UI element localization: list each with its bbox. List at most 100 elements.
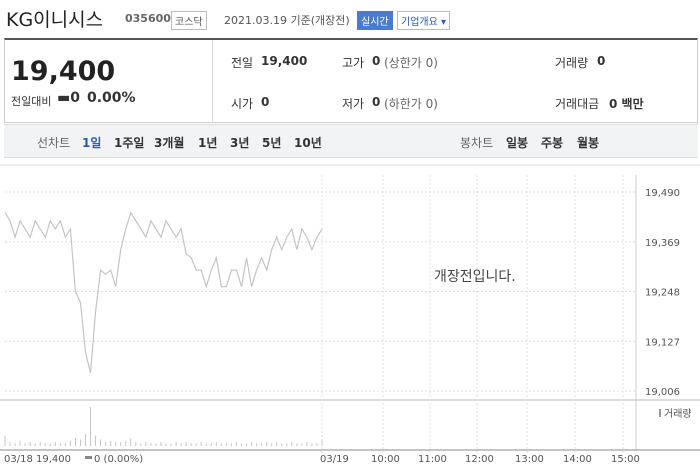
volume-bar bbox=[90, 407, 92, 446]
volume-bar bbox=[49, 443, 51, 446]
volume-bar bbox=[95, 435, 97, 446]
volume-bar bbox=[24, 443, 26, 446]
tab[interactable]: 일봉 bbox=[506, 136, 529, 150]
footer-price: 03/18 19,400 bbox=[4, 454, 71, 465]
volume-bar bbox=[59, 443, 61, 446]
footer-flat-mark bbox=[85, 456, 92, 459]
volume-bar bbox=[200, 442, 202, 446]
tab[interactable]: 1일 bbox=[82, 136, 102, 150]
volume-bar bbox=[225, 443, 227, 446]
volume-bar bbox=[316, 443, 318, 446]
stat-value: 0 bbox=[372, 54, 381, 68]
date: 2021.03.19 기준(개장전) bbox=[224, 14, 350, 27]
overview-dropdown[interactable]: 기업개요 ▾ bbox=[397, 11, 451, 30]
change-pct: 0.00% bbox=[87, 90, 136, 106]
x-tick-label: 10:00 bbox=[371, 454, 400, 465]
volume-bar bbox=[195, 443, 197, 446]
volume-bar bbox=[271, 443, 273, 446]
stat-label: 저가 bbox=[342, 97, 365, 111]
volume-bar bbox=[246, 443, 248, 446]
volume-bar bbox=[306, 442, 308, 446]
price-line bbox=[4, 211, 323, 374]
x-tick-label: 13:00 bbox=[515, 454, 544, 465]
realtime-badge[interactable]: 실시간 bbox=[357, 11, 393, 30]
volume-bar bbox=[215, 442, 217, 446]
volume-bar bbox=[110, 440, 112, 446]
stat-value: 0 bbox=[261, 95, 270, 109]
volume-bar bbox=[220, 443, 222, 446]
volume-bar bbox=[64, 443, 66, 446]
volume-bar bbox=[4, 435, 6, 446]
y-tick-label: 19,127 bbox=[645, 337, 680, 348]
volume-bar bbox=[281, 443, 283, 446]
market-badge: 코스닥 bbox=[171, 11, 207, 30]
volume-bar bbox=[180, 443, 182, 446]
volume-bar bbox=[170, 443, 172, 446]
x-tick-label: 15:00 bbox=[611, 454, 640, 465]
volume-bar bbox=[240, 443, 242, 446]
stock-name: KG이니시스 bbox=[6, 9, 104, 31]
stat-value: 0 백만 bbox=[609, 97, 644, 111]
volume-bar bbox=[205, 443, 207, 446]
volume-bar bbox=[29, 442, 31, 446]
stat-label: 고가 bbox=[342, 56, 365, 70]
overview-text: 기업개요 bbox=[401, 17, 438, 28]
volume-bar bbox=[266, 442, 268, 446]
volume-bar bbox=[155, 443, 157, 446]
change: ▬0 bbox=[57, 90, 80, 106]
volume-bar bbox=[165, 443, 167, 446]
volume-legend-mark bbox=[659, 409, 661, 417]
footer-change: 0 (0.00%) bbox=[94, 454, 143, 465]
volume-bar bbox=[125, 440, 127, 446]
stat-label: 시가 bbox=[231, 97, 254, 111]
tab-label: 선차트 bbox=[37, 136, 71, 150]
y-tick-label: 19,006 bbox=[645, 387, 680, 398]
x-tick-label: 03/19 bbox=[320, 454, 349, 465]
volume-bar bbox=[321, 439, 323, 446]
tab[interactable]: 1년 bbox=[198, 136, 218, 150]
volume-bar bbox=[14, 443, 16, 446]
volume-bar bbox=[150, 443, 152, 446]
y-tick-label: 19,490 bbox=[645, 188, 680, 199]
volume-bar bbox=[120, 442, 122, 446]
stat-value: 0 bbox=[372, 95, 381, 109]
stat-note: (하한가 0) bbox=[384, 97, 438, 111]
volume-bar bbox=[210, 443, 212, 446]
volume-bar bbox=[9, 442, 11, 446]
tab-label: 봉차트 bbox=[460, 136, 494, 150]
volume-bar bbox=[34, 443, 36, 446]
tab[interactable]: 1주일 bbox=[114, 136, 145, 150]
stat-label: 거래대금 bbox=[555, 97, 600, 111]
stat-value: 0 bbox=[597, 54, 606, 68]
volume-bar bbox=[256, 443, 258, 446]
stat-value: 19,400 bbox=[261, 54, 308, 68]
volume-bar bbox=[54, 442, 56, 446]
volume-bar bbox=[19, 440, 21, 446]
volume-bar bbox=[74, 438, 76, 446]
volume-bar bbox=[301, 443, 303, 446]
volume-bar bbox=[160, 442, 162, 446]
y-tick-label: 19,248 bbox=[645, 288, 680, 299]
quote-box: 19,400 전일대비 ▬0 0.00% 전일 19,400 고가 0 (상한가 0) 거… bbox=[4, 38, 698, 123]
stat-note: (상한가 0) bbox=[384, 56, 438, 70]
tab[interactable]: 3개월 bbox=[154, 136, 185, 150]
volume-bar bbox=[296, 443, 298, 446]
y-tick-label: 19,369 bbox=[645, 238, 680, 249]
volume-bar bbox=[276, 442, 278, 446]
volume-bar bbox=[185, 442, 187, 446]
tab[interactable]: 월봉 bbox=[577, 136, 600, 150]
tab[interactable]: 3년 bbox=[230, 136, 250, 150]
tab[interactable]: 주봉 bbox=[541, 136, 564, 150]
volume-bar bbox=[175, 442, 177, 446]
volume-bar bbox=[130, 438, 132, 446]
volume-bar bbox=[135, 442, 137, 446]
volume-bar bbox=[311, 443, 313, 446]
volume-bar bbox=[286, 443, 288, 446]
tab[interactable]: 10년 bbox=[294, 136, 322, 150]
volume-bar bbox=[44, 443, 46, 446]
volume-bar bbox=[251, 442, 253, 446]
tab[interactable]: 5년 bbox=[262, 136, 282, 150]
stat-label: 전일 bbox=[231, 56, 254, 70]
